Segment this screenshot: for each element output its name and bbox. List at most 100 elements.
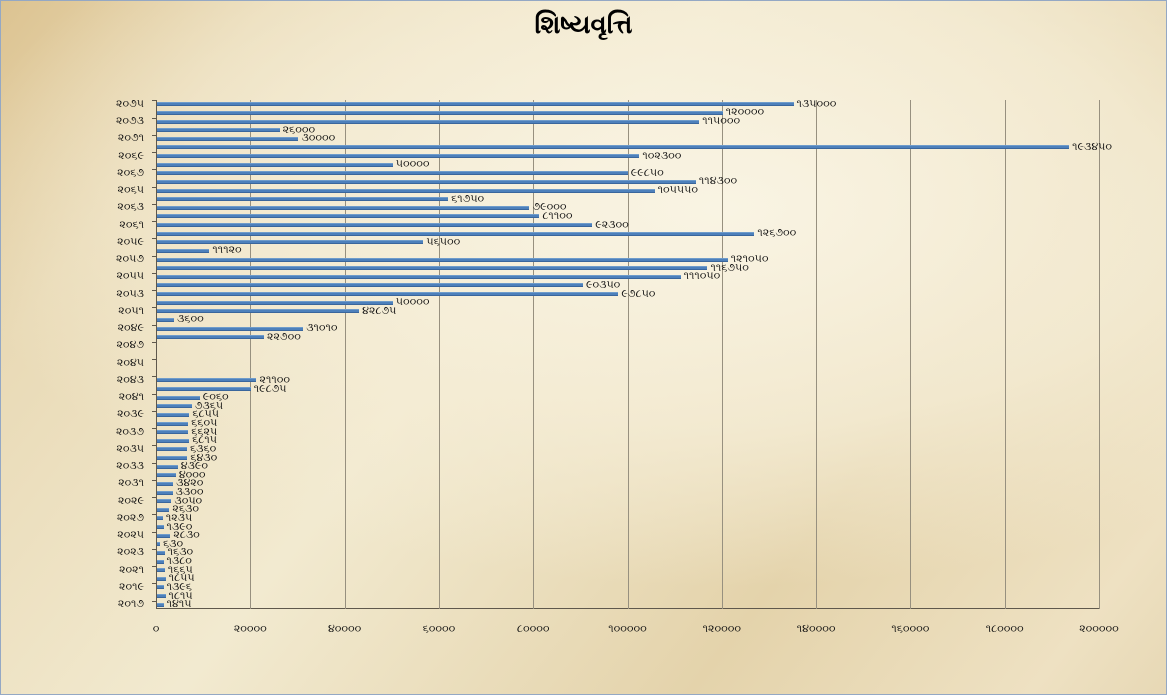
bar-2049 [157,326,304,331]
bar-2031 [157,481,174,486]
bar-2034 [157,456,188,461]
bar-2039 [157,412,190,417]
x-axis-label: ૨૦૦૦૦૦ [1079,623,1119,635]
x-axis-label: ૧૬૦૦૦૦ [891,623,930,635]
bar-2057 [157,257,728,262]
y-axis-tick [152,134,156,136]
y-axis-label-2045: ૨૦૪૫ [116,356,144,369]
gridline [1099,100,1100,609]
bar-2024 [157,542,160,547]
bar-2062 [157,214,540,219]
bar-2029 [157,499,172,504]
y-axis-label-2059: ૨૦૫૯ [117,235,144,248]
bar-2051 [157,309,360,314]
y-axis-tick [152,497,156,499]
y-axis-label-2033: ૨૦૩૩ [116,460,144,473]
y-axis-label-2075: ૨૦૭૫ [116,97,144,110]
y-axis-label-2029: ૨૦૨૯ [117,494,144,507]
x-axis-label: ૬૦૦૦૦ [422,623,456,635]
y-axis-tick [152,600,156,602]
bar-value-label: ૬૬૨૫ [191,425,218,438]
y-axis-label-2069: ૨૦૬૯ [118,149,144,162]
bar-2041 [157,395,200,400]
x-axis-label: ૧૮૦૦૦૦ [985,623,1024,635]
bar-value-label: ૪૦૦૦ [178,468,206,481]
bar-2040 [157,404,192,409]
y-axis-tick [152,548,156,550]
bar-2058 [157,248,210,253]
bar-2038 [157,421,189,426]
bar-value-label: ૬૬૦૫ [191,417,218,430]
y-axis-label-2073: ૨૦૭૩ [115,115,144,128]
bar-2056 [157,266,708,271]
y-axis-label-2055: ૨૦૫૫ [116,270,144,283]
bar-value-label: ૬૮૫૫ [192,408,219,421]
bar-2063 [157,205,530,210]
bar-2037 [157,430,189,435]
bar-value-label: ૨૨૭૦૦ [267,330,301,343]
y-axis-tick [152,203,156,205]
bar-2026 [157,525,164,530]
gridline [816,100,818,609]
y-axis-tick [152,272,156,274]
y-axis-tick [152,255,156,257]
bar-value-label: ૬૮૧૫ [192,434,217,447]
bar-value-label: ૧૮૧૫ [168,589,193,602]
y-axis-tick [152,393,156,395]
bar-value-label: ૧૩૯૦ [166,520,193,533]
bar-value-label: ૩૦૦૦૦ [301,132,336,145]
bar-value-label: ૭૩૬૫ [194,399,224,412]
bar-2022 [157,559,164,564]
bar-value-label: ૧૨૧૦૫૦ [730,253,769,266]
bar-value-label: ૧૧૧૨૦ [212,244,242,257]
bar-2054 [157,283,583,288]
bar-2028 [157,507,170,512]
y-axis-label-2053: ૨૦૫૩ [116,287,144,300]
gridline [910,100,912,609]
x-axis-label: ૧૦૦૦૦૦ [608,623,647,635]
bar-value-label: ૧૬૬૫ [167,563,193,576]
bar-value-label: ૧૩૮૦ [166,555,192,568]
y-axis-label-2039: ૨૦૩૯ [117,408,144,421]
bar-2030 [157,490,173,495]
y-axis-label-2043: ૨૦૪૩ [116,373,144,386]
bar-value-label: ૧૦૨૩૦૦ [642,149,682,162]
bar-value-label: ૯૯૮૫૦ [630,166,664,179]
y-axis-tick [152,583,156,585]
bar-value-label: ૬૪૩૦ [190,451,218,464]
bar-2069 [157,154,640,159]
y-axis-tick [152,479,156,481]
bar-2036 [157,438,190,443]
bar-value-label: ૯૭૮૫૦ [621,287,656,300]
bar-value-label: ૪૩૯૦ [180,460,208,473]
bar-2075 [157,102,794,107]
y-axis-label-2021: ૨૦૨૧ [119,563,144,576]
bar-value-label: ૨૬૩૦ [172,503,199,516]
plot-area: ૧૩૫૦૦૦ ૧૨૦૦૦૦ ૧૧૫૦૦૦ ૨૬૦૦૦ ૩૦૦૦૦ ૧૯૩૪૫૦ ૧૦૨૩૦૦… [156,97,1112,610]
bar-2032 [157,473,176,478]
gridline [721,100,723,609]
bar-2018 [157,594,166,599]
y-axis-label-2047: ૨૦૪૭ [116,339,144,352]
gridline [250,100,252,609]
bar-value-label: ૯૨૩૦૦ [595,218,629,231]
y-axis-tick [152,290,156,292]
bar-2068 [157,162,393,167]
bar-value-label: ૩૩૦૦ [175,486,204,499]
bar-value-label: ૨૮૩૦ [173,529,200,542]
y-axis-label-2017: ૨૦૧૭ [117,598,144,611]
bar-2023 [157,550,165,555]
bar-2070 [157,145,1070,150]
bar-2071 [157,136,299,141]
bar-value-label: ૬૩૬૦ [189,442,217,455]
bar-2061 [157,223,593,228]
bar-value-label: ૩૬૦૦ [176,313,204,326]
bar-2025 [157,533,171,538]
bar-value-label: ૧૧૫૦૦૦ [702,115,741,128]
bar-value-label: ૧૩૫૦૦૦ [796,97,837,110]
y-axis-tick [152,359,156,361]
bar-2064 [157,197,449,202]
bar-value-label: ૧૨૦૦૦૦ [725,106,765,119]
bar-value-label: ૭૯૦૦૦ [532,201,567,214]
bar-value-label: ૩૧૦૧૦ [306,322,338,335]
